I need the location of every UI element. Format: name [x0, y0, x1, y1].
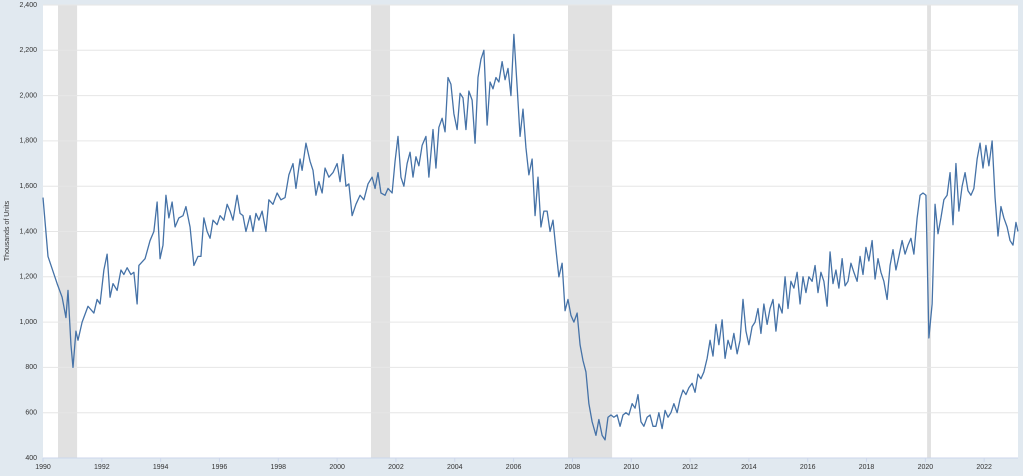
- x-tick-label: 2010: [623, 464, 639, 471]
- y-tick-label: 1,000: [19, 319, 37, 326]
- x-tick-label: 1992: [94, 464, 110, 471]
- x-tick-label: 2004: [447, 464, 463, 471]
- x-tick-label: 2000: [329, 464, 345, 471]
- x-tick-label: 2002: [388, 464, 404, 471]
- y-tick-label: 1,600: [19, 183, 37, 190]
- x-tick-label: 2012: [682, 464, 698, 471]
- y-tick-label: 1,800: [19, 138, 37, 145]
- x-tick-label: 1994: [153, 464, 169, 471]
- data-line: [42, 33, 1019, 441]
- x-tick-label: 1998: [271, 464, 287, 471]
- x-tick-label: 2018: [859, 464, 875, 471]
- x-tick-label: 2014: [741, 464, 757, 471]
- y-tick-label: 2,200: [19, 47, 37, 54]
- x-tick-label: 1996: [212, 464, 228, 471]
- x-tick-label: 2008: [565, 464, 581, 471]
- y-tick-label: 1,400: [19, 228, 37, 235]
- x-tick-label: 2016: [800, 464, 816, 471]
- x-tick-label: 2020: [918, 464, 934, 471]
- y-tick-label: 2,400: [19, 2, 37, 9]
- y-axis-title: Thousands of Units: [4, 200, 11, 261]
- y-tick-label: 400: [25, 455, 37, 462]
- y-tick-label: 1,200: [19, 274, 37, 281]
- x-tick-label: 2022: [976, 464, 992, 471]
- y-tick-label: 2,000: [19, 92, 37, 99]
- y-tick-label: 600: [25, 410, 37, 417]
- y-tick-label: 800: [25, 364, 37, 371]
- x-tick-label: 1990: [35, 464, 51, 471]
- x-tick-label: 2006: [506, 464, 522, 471]
